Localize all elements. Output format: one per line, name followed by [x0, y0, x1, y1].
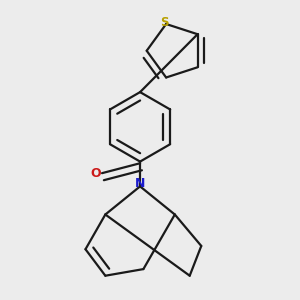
Text: O: O: [91, 167, 101, 180]
Text: S: S: [160, 16, 169, 29]
Text: N: N: [135, 177, 145, 190]
